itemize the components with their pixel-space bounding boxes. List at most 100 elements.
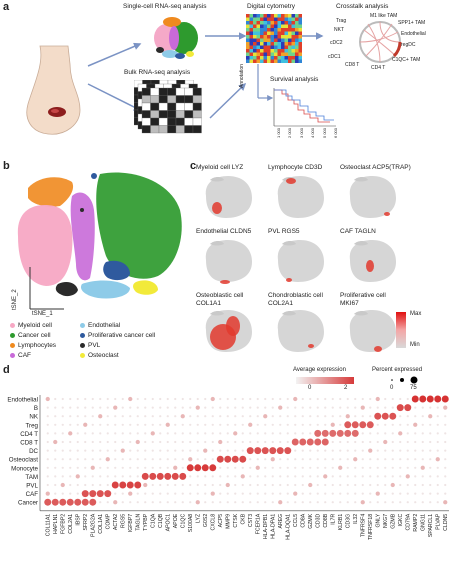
crosstalk-label-cdc2: cDC2 <box>330 40 343 46</box>
dotplot-dot <box>68 431 73 436</box>
dotplot-row-label: B <box>34 405 38 412</box>
dotplot-dot <box>421 483 424 487</box>
dotplot-dot <box>419 395 427 403</box>
dotplot-dot <box>241 423 244 426</box>
dotplot-dot <box>339 415 342 418</box>
dotplot-dot <box>196 483 199 487</box>
dotplot-dot <box>435 457 440 462</box>
dotplot-dot <box>114 415 117 418</box>
dotplot-dot <box>255 465 260 470</box>
feature-map-highlight <box>226 316 240 336</box>
dotplot-dot <box>201 464 209 472</box>
dotplot-dot <box>316 501 319 504</box>
dotplot-dot <box>151 423 154 426</box>
dotplot-dot <box>114 492 117 495</box>
dotplot-dot <box>76 492 79 495</box>
tsne-xlabel: tSNE_1 <box>32 311 53 317</box>
dotplot-dot <box>429 432 432 435</box>
dotplot-dot <box>429 458 432 461</box>
dotplot-dot <box>361 475 364 478</box>
dotplot-dot <box>271 483 274 487</box>
dotplot-dot <box>391 475 394 478</box>
dotplot-dot <box>106 415 109 418</box>
feature-map-title: Osteoblastic cell COL1A1 <box>196 292 244 307</box>
dotplot-dot <box>309 501 312 504</box>
dotplot-dot <box>324 406 327 409</box>
dotplot-dot <box>75 474 80 479</box>
dotplot-dot <box>121 475 124 478</box>
scrna-cluster-thumbnail <box>154 17 198 59</box>
dotplot-dot <box>136 423 139 426</box>
dotplot-dot <box>128 491 133 496</box>
dotplot-dot <box>421 458 424 461</box>
dotplot-gene-label: GNG11 <box>421 514 427 531</box>
dotplot-dot <box>46 406 49 409</box>
dotplot-dot <box>324 449 327 452</box>
dotplot-dot <box>406 415 409 418</box>
dotplot-dot <box>54 466 57 469</box>
dotplot-dot <box>121 466 124 469</box>
dotplot-dot <box>241 492 244 495</box>
dotplot-gene-label: HAPLN1 <box>53 514 59 534</box>
feature-color-scale <box>396 312 406 348</box>
dotplot-dot <box>354 397 357 401</box>
dotplot-dot <box>436 501 439 504</box>
dotplot-dot <box>309 475 312 478</box>
dotplot-gene-label: COMP <box>106 513 112 529</box>
dotplot-dot <box>414 415 417 418</box>
dotplot-gene-label: C1QB <box>158 513 164 528</box>
dotplot-dot <box>384 423 387 426</box>
dotplot-row-label: CAF <box>26 491 39 498</box>
dotplot-dot <box>361 483 364 487</box>
dotplot-gene-label: CLDN5 <box>443 514 449 531</box>
dotplot-dot <box>204 415 207 418</box>
dotplot-dot <box>219 501 222 504</box>
dotplot-dot <box>54 492 57 495</box>
dotplot-dot <box>121 492 124 495</box>
dotplot-dot <box>136 458 139 461</box>
dotplot-dot <box>189 423 192 426</box>
dotplot-dot <box>264 466 267 469</box>
dotplot-dot <box>316 449 319 452</box>
dotplot-dot <box>271 492 274 495</box>
dotplot-dot <box>144 397 147 401</box>
dotplot-dot <box>286 432 289 435</box>
dotplot-dot <box>129 423 132 426</box>
dotplot-dot <box>346 449 349 452</box>
dotplot-dot <box>46 423 49 426</box>
dotplot-dot <box>114 449 117 452</box>
dotplot-dot <box>151 492 154 495</box>
dotplot-dot <box>164 472 172 480</box>
dotplot-dot <box>99 406 102 409</box>
dotplot-dot <box>174 406 177 409</box>
dotplot-dot <box>421 475 424 478</box>
survival-ticks: 1 000 2 000 3 000 4 000 5 000 6 000 <box>276 128 338 140</box>
dotplot-dot <box>406 440 409 444</box>
dotplot-dot <box>174 415 177 418</box>
feature-map-title: Osteoclast ACP5(TRAP) <box>340 164 411 171</box>
survival-tick: 2 000 <box>287 128 293 139</box>
dotplot-dot <box>114 423 117 426</box>
dotplot-dot <box>406 483 409 487</box>
dotplot-dot <box>331 397 334 401</box>
dotplot-dot <box>264 483 267 487</box>
dotplot-dot <box>241 483 244 487</box>
dotplot-dot <box>204 397 207 401</box>
tsne-legend-item: Lymphocytes <box>10 342 56 349</box>
feature-map-plot <box>205 310 252 352</box>
dotplot-dot <box>219 415 222 418</box>
dotplot-dot <box>271 406 274 409</box>
dotplot-gene-label: IGFBP7 <box>128 514 134 533</box>
dotplot-dot <box>376 475 379 478</box>
crosstalk-title: Crosstalk analysis <box>336 3 389 10</box>
bulk-matrix-illustration <box>134 80 202 134</box>
dotplot-dot <box>444 466 447 469</box>
dotplot-dot <box>195 500 200 505</box>
dotplot-dot <box>83 422 88 427</box>
dotplot-dot <box>211 423 214 426</box>
dotplot-dot <box>256 492 259 495</box>
dotplot-dot <box>181 397 184 401</box>
dotplot-dot <box>369 440 372 444</box>
dotplot-dot <box>331 475 334 478</box>
dotplot-dot <box>279 432 282 435</box>
